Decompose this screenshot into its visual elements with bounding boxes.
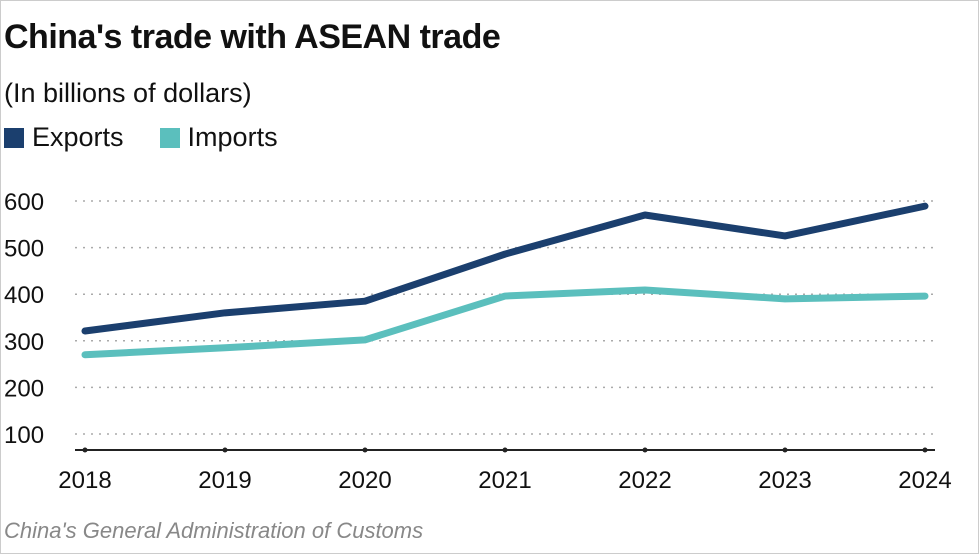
legend: Exports Imports xyxy=(4,122,278,153)
y-tick-label: 300 xyxy=(4,329,44,356)
x-tick-label: 2024 xyxy=(898,467,951,494)
x-tick xyxy=(362,447,368,453)
y-tick-label: 200 xyxy=(4,375,44,402)
legend-item-imports: Imports xyxy=(159,122,278,153)
x-tick-label: 2023 xyxy=(758,467,811,494)
x-tick xyxy=(642,447,648,453)
x-tick xyxy=(922,447,928,453)
chart-subtitle: (In billions of dollars) xyxy=(4,78,252,108)
y-tick-label: 400 xyxy=(4,282,44,309)
legend-item-exports: Exports xyxy=(4,122,124,153)
x-tick-label: 2020 xyxy=(338,467,391,494)
x-tick xyxy=(82,447,88,453)
x-tick-label: 2019 xyxy=(198,467,251,494)
x-tick-label: 2021 xyxy=(478,467,531,494)
x-tick-label: 2018 xyxy=(58,467,111,494)
legend-label-exports: Exports xyxy=(32,122,124,152)
x-tick xyxy=(222,447,228,453)
x-tick-label: 2022 xyxy=(618,467,671,494)
chart-title: China's trade with ASEAN trade xyxy=(4,18,501,56)
series-line-exports xyxy=(81,202,929,335)
series-line-imports xyxy=(81,286,929,359)
y-tick-label: 500 xyxy=(4,236,44,263)
y-tick-label: 600 xyxy=(4,189,44,216)
legend-label-imports: Imports xyxy=(187,122,278,152)
x-tick xyxy=(782,447,788,453)
legend-swatch-exports xyxy=(4,127,24,148)
y-tick-label: 100 xyxy=(4,422,44,449)
source-note: China's General Administration of Custom… xyxy=(4,518,424,543)
x-tick xyxy=(502,447,508,453)
legend-swatch-imports xyxy=(159,127,180,148)
